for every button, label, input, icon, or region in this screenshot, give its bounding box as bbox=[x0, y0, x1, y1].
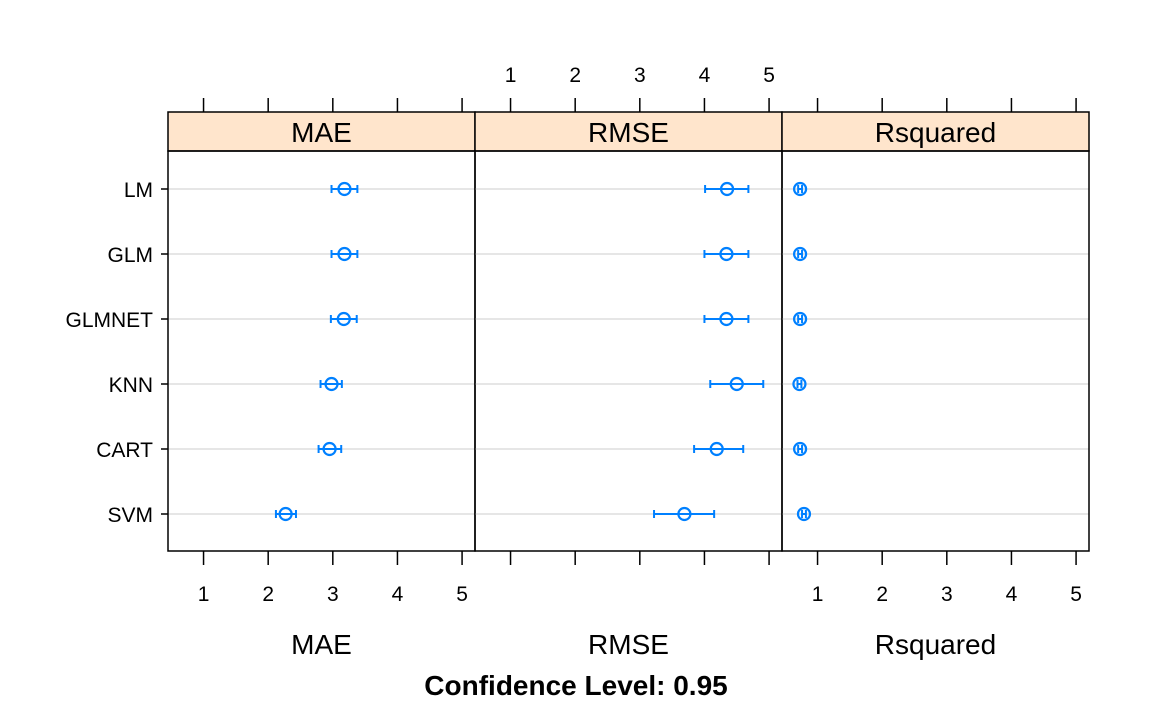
strip-label: MAE bbox=[291, 117, 352, 148]
x-tick-label-top: 3 bbox=[634, 64, 646, 87]
caption-layer: Confidence Level: 0.95 bbox=[424, 670, 727, 701]
x-tick-label: 5 bbox=[1070, 583, 1082, 606]
x-tick-label-top: 2 bbox=[569, 64, 581, 87]
x-tick-label-top: 5 bbox=[763, 64, 775, 87]
x-tick-label: 4 bbox=[1006, 583, 1018, 606]
x-tick-label: 4 bbox=[392, 583, 404, 606]
x-tick-label: 1 bbox=[812, 583, 824, 606]
point-marker bbox=[322, 441, 337, 457]
point-lm-rmse bbox=[704, 181, 750, 197]
point-marker bbox=[278, 506, 293, 522]
point-glmnet-rmse bbox=[703, 311, 750, 327]
point-svm-mae bbox=[274, 506, 297, 522]
x-tick-label: 3 bbox=[327, 583, 339, 606]
point-marker bbox=[324, 376, 339, 392]
x-axis-label-mae: MAE bbox=[291, 629, 352, 660]
y-tick-label-knn: KNN bbox=[109, 374, 153, 397]
point-marker bbox=[792, 246, 808, 262]
y-tick-label-glm: GLM bbox=[107, 244, 153, 267]
y-axis-labels: LM GLM GLMNET KNN CART SVM bbox=[65, 179, 168, 527]
point-marker bbox=[729, 376, 744, 392]
point-cart-rmse bbox=[693, 441, 745, 457]
point-marker bbox=[336, 311, 351, 327]
point-marker bbox=[337, 181, 352, 197]
y-tick-label-glmnet: GLMNET bbox=[65, 309, 153, 332]
panel-frame bbox=[167, 150, 476, 552]
point-glm-mae bbox=[330, 246, 359, 262]
x-tick-label: 2 bbox=[262, 583, 274, 606]
point-marker bbox=[677, 506, 692, 522]
y-tick-label-svm: SVM bbox=[107, 504, 153, 527]
x-tick-label: 3 bbox=[941, 583, 953, 606]
point-lm-rsquared bbox=[792, 181, 808, 197]
point-lm-mae bbox=[330, 181, 359, 197]
x-tick-label-top: 4 bbox=[699, 64, 711, 87]
strip-label: RMSE bbox=[588, 117, 669, 148]
point-knn-rmse bbox=[709, 376, 765, 392]
point-marker bbox=[719, 311, 734, 327]
panel-frame bbox=[474, 150, 783, 552]
point-cart-mae bbox=[317, 441, 343, 457]
point-svm-rsquared bbox=[796, 506, 812, 522]
panel-frame bbox=[781, 150, 1090, 552]
y-tick-label-cart: CART bbox=[96, 439, 153, 462]
panels-layer: LM GLM GLMNET KNN CART SVM MAE 1 2 3 4 5 MAE RMSE 1 2 3 4… bbox=[65, 64, 1090, 660]
x-tick-label-top: 1 bbox=[505, 64, 517, 87]
point-glm-rmse bbox=[703, 246, 750, 262]
point-marker bbox=[796, 506, 812, 522]
point-knn-rsquared bbox=[792, 376, 807, 392]
point-glmnet-rsquared bbox=[792, 311, 808, 327]
point-svm-rmse bbox=[653, 506, 716, 522]
panel-mae: MAE 1 2 3 4 5 MAE bbox=[167, 98, 476, 660]
point-marker bbox=[719, 181, 735, 197]
point-glm-rsquared bbox=[792, 246, 808, 262]
chart-caption: Confidence Level: 0.95 bbox=[424, 670, 727, 701]
strip-rmse bbox=[474, 111, 783, 152]
x-tick-label: 5 bbox=[456, 583, 468, 606]
point-knn-mae bbox=[319, 376, 343, 392]
x-axis-label-rmse: RMSE bbox=[588, 629, 669, 660]
strip-label: Rsquared bbox=[875, 117, 996, 148]
point-glmnet-mae bbox=[329, 311, 358, 327]
point-marker bbox=[792, 441, 808, 457]
panel-rsquared: Rsquared 1 2 3 4 5 Rsquared bbox=[781, 98, 1090, 660]
point-marker bbox=[792, 181, 808, 197]
y-tick-label-lm: LM bbox=[124, 179, 153, 202]
point-marker bbox=[709, 441, 724, 457]
point-cart-rsquared bbox=[792, 441, 808, 457]
point-marker bbox=[792, 311, 808, 327]
point-marker bbox=[792, 376, 807, 392]
x-tick-label: 1 bbox=[198, 583, 210, 606]
point-marker bbox=[337, 246, 352, 262]
x-axis-label-rsquared: Rsquared bbox=[875, 629, 996, 660]
x-tick-label: 2 bbox=[876, 583, 888, 606]
point-marker bbox=[719, 246, 734, 262]
panel-rmse: RMSE 1 2 3 4 5 RMSE bbox=[474, 64, 783, 660]
